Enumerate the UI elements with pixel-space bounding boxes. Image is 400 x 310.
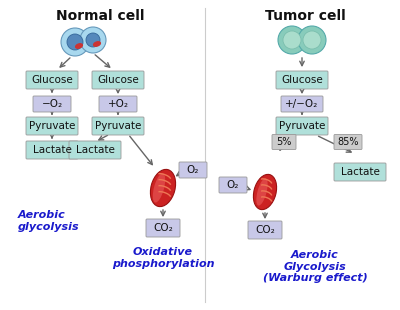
Text: +O₂: +O₂ bbox=[108, 99, 128, 109]
Text: CO₂: CO₂ bbox=[153, 223, 173, 233]
FancyBboxPatch shape bbox=[69, 141, 121, 159]
Text: Pyruvate: Pyruvate bbox=[29, 121, 75, 131]
Ellipse shape bbox=[76, 44, 82, 48]
FancyBboxPatch shape bbox=[179, 162, 207, 178]
Circle shape bbox=[298, 26, 326, 54]
FancyBboxPatch shape bbox=[92, 117, 144, 135]
Text: CO₂: CO₂ bbox=[255, 225, 275, 235]
Text: Pyruvate: Pyruvate bbox=[279, 121, 325, 131]
Text: Oxidative
phosphorylation: Oxidative phosphorylation bbox=[112, 247, 214, 268]
Ellipse shape bbox=[153, 174, 165, 202]
FancyBboxPatch shape bbox=[26, 71, 78, 89]
Text: Tumor cell: Tumor cell bbox=[265, 9, 345, 23]
FancyBboxPatch shape bbox=[248, 221, 282, 239]
Text: Glucose: Glucose bbox=[97, 75, 139, 85]
Text: Lactate: Lactate bbox=[76, 145, 114, 155]
Text: Glucose: Glucose bbox=[31, 75, 73, 85]
FancyBboxPatch shape bbox=[276, 117, 328, 135]
FancyBboxPatch shape bbox=[99, 96, 137, 112]
FancyBboxPatch shape bbox=[33, 96, 71, 112]
Ellipse shape bbox=[94, 42, 100, 46]
Circle shape bbox=[303, 31, 321, 49]
FancyBboxPatch shape bbox=[281, 96, 323, 112]
Text: O₂: O₂ bbox=[227, 180, 239, 190]
FancyBboxPatch shape bbox=[219, 177, 247, 193]
Ellipse shape bbox=[150, 169, 176, 206]
Circle shape bbox=[283, 31, 301, 49]
Text: +/−O₂: +/−O₂ bbox=[285, 99, 319, 109]
FancyBboxPatch shape bbox=[334, 163, 386, 181]
FancyBboxPatch shape bbox=[276, 71, 328, 89]
Text: 5%: 5% bbox=[276, 137, 292, 147]
FancyBboxPatch shape bbox=[146, 219, 180, 237]
Ellipse shape bbox=[253, 175, 277, 210]
Circle shape bbox=[67, 34, 83, 50]
FancyBboxPatch shape bbox=[334, 135, 362, 149]
Text: Glucose: Glucose bbox=[281, 75, 323, 85]
Text: Aerobic
Glycolysis
(Warburg effect): Aerobic Glycolysis (Warburg effect) bbox=[263, 250, 367, 283]
Text: Pyruvate: Pyruvate bbox=[95, 121, 141, 131]
Text: Normal cell: Normal cell bbox=[56, 9, 144, 23]
Circle shape bbox=[80, 27, 106, 53]
Ellipse shape bbox=[256, 179, 268, 206]
FancyBboxPatch shape bbox=[26, 117, 78, 135]
Text: Lactate: Lactate bbox=[340, 167, 380, 177]
Text: Lactate: Lactate bbox=[32, 145, 72, 155]
Circle shape bbox=[86, 33, 100, 47]
FancyBboxPatch shape bbox=[272, 135, 296, 149]
Circle shape bbox=[61, 28, 89, 56]
Text: O₂: O₂ bbox=[187, 165, 199, 175]
FancyBboxPatch shape bbox=[92, 71, 144, 89]
Text: Aerobic
glycolysis: Aerobic glycolysis bbox=[18, 210, 80, 232]
FancyBboxPatch shape bbox=[26, 141, 78, 159]
Text: 85%: 85% bbox=[337, 137, 359, 147]
Text: −O₂: −O₂ bbox=[42, 99, 62, 109]
Circle shape bbox=[278, 26, 306, 54]
